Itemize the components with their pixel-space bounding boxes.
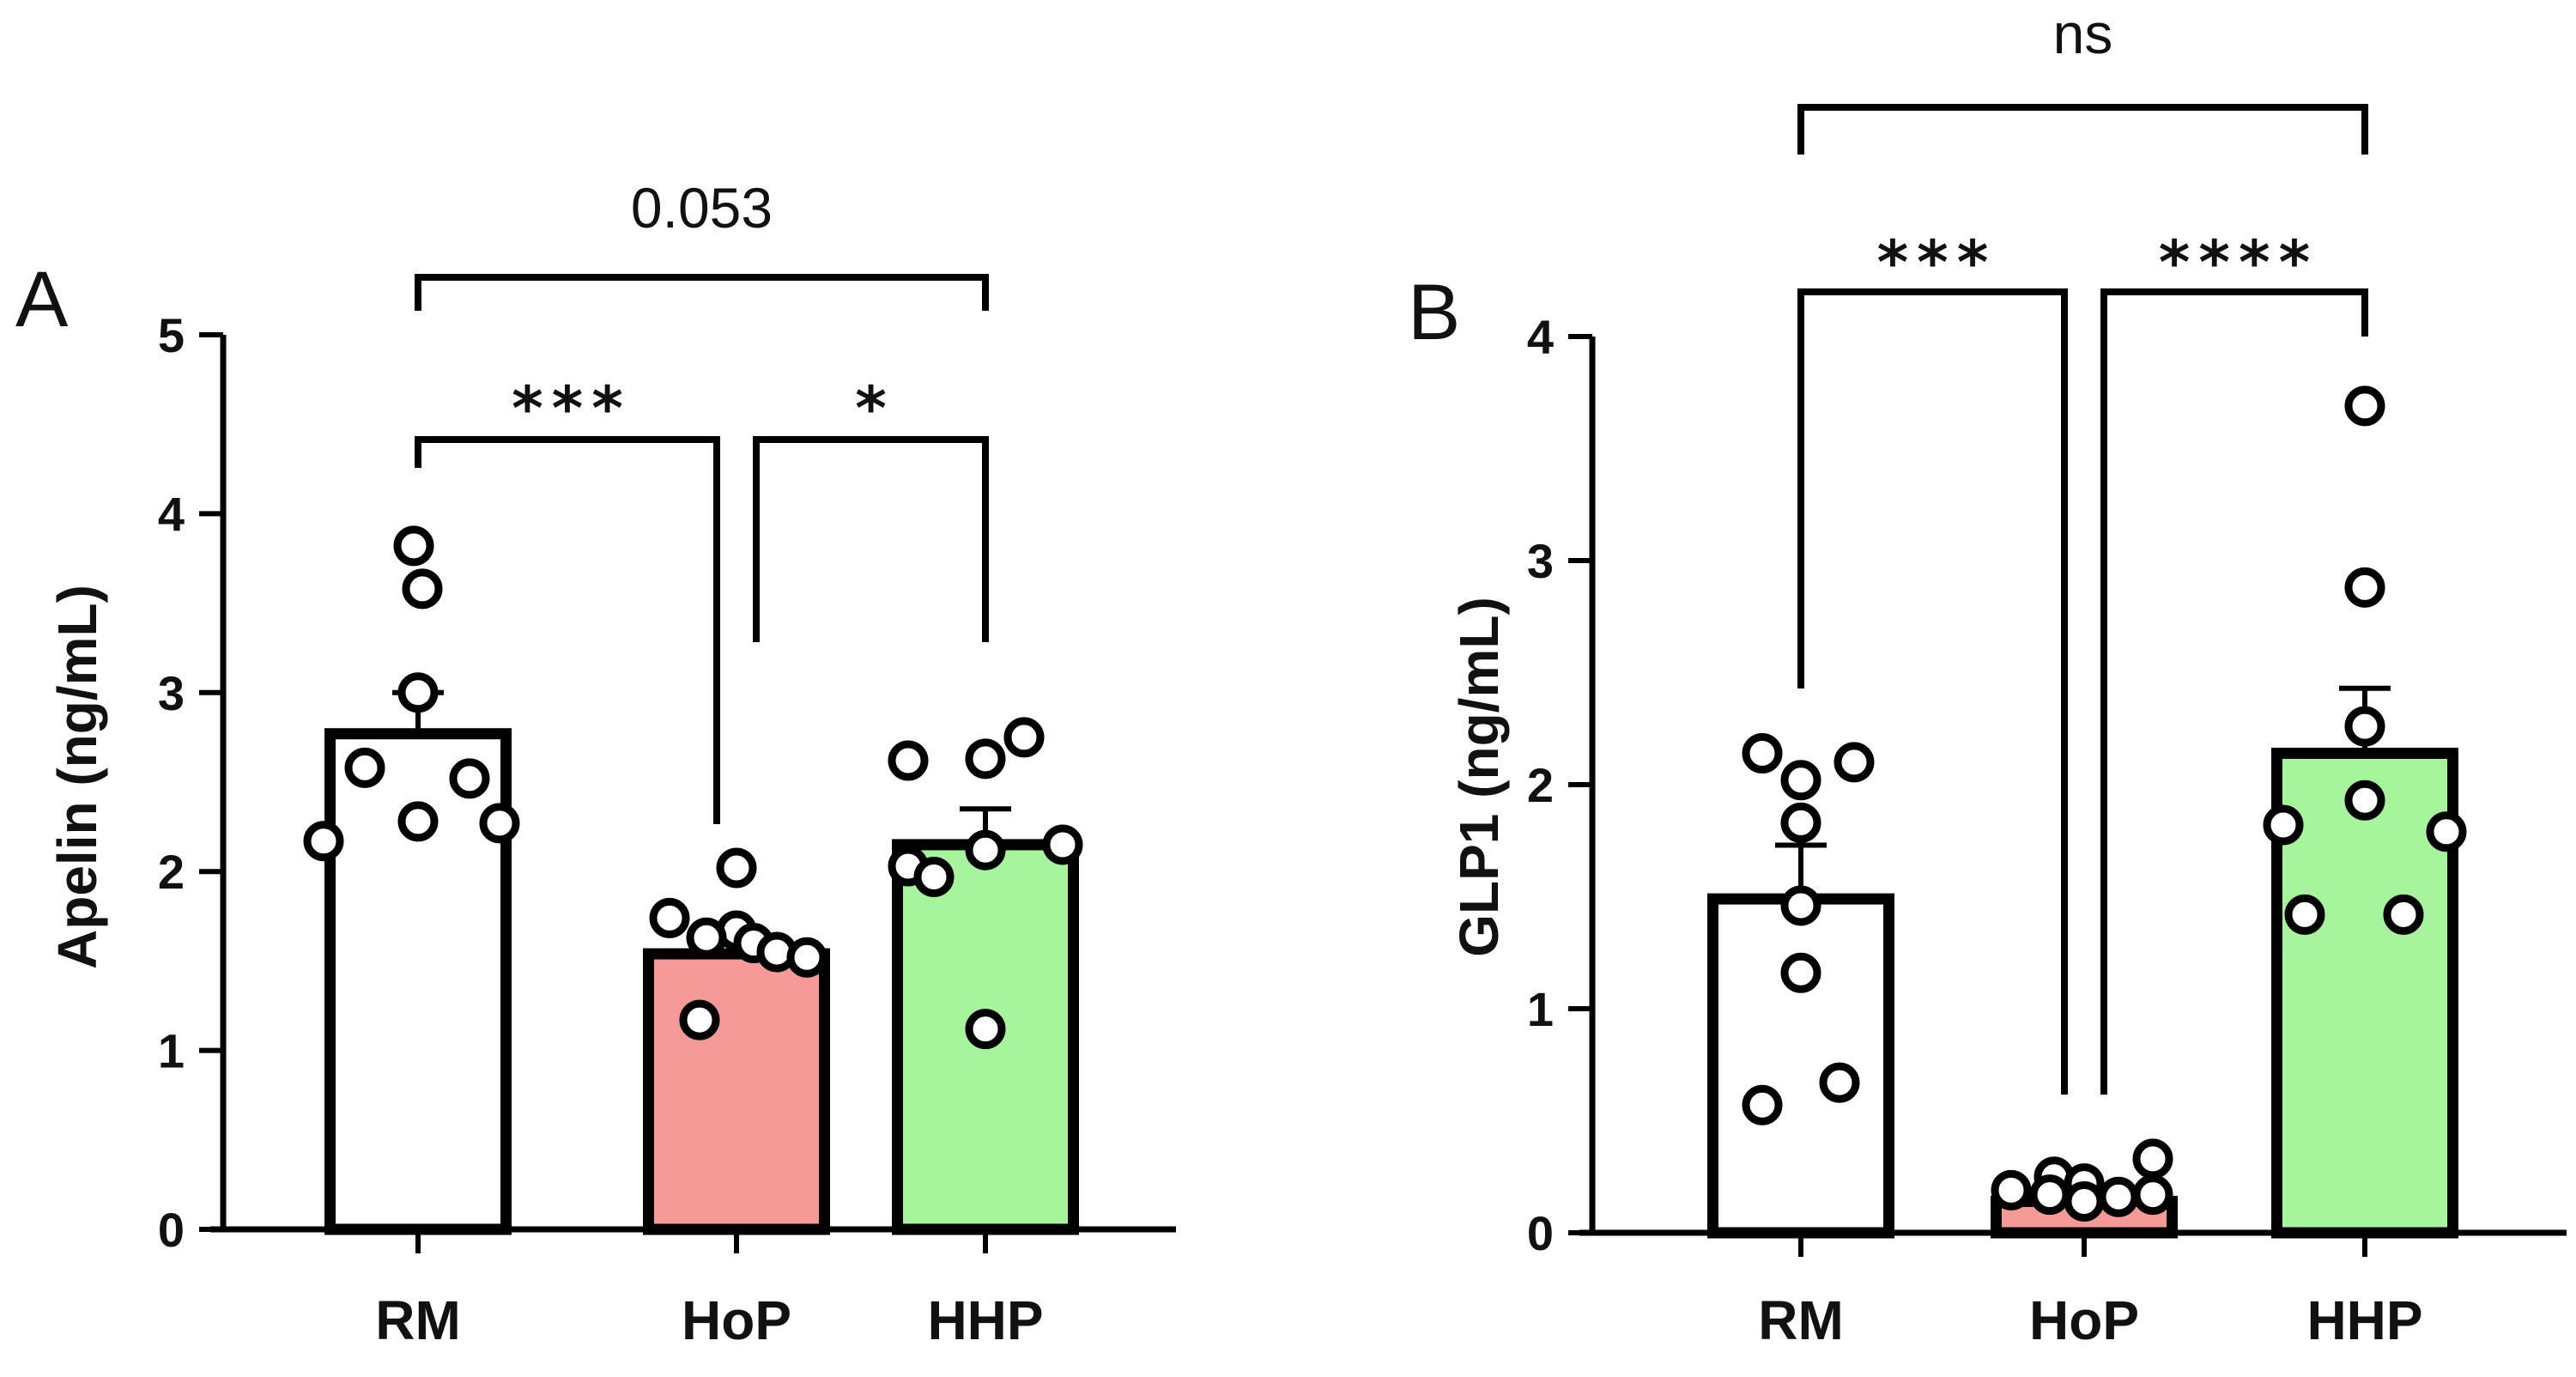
y-axis-label: GLP1 (ng/mL)	[1448, 597, 1510, 957]
bracket-line	[1797, 104, 2368, 155]
significance-bracket: 0.053	[415, 176, 989, 311]
x-tick-label: RM	[1758, 1289, 1844, 1351]
data-point	[716, 847, 757, 889]
data-point	[2344, 779, 2385, 821]
bracket-line	[415, 274, 989, 311]
significance-label: ns	[2053, 2, 2113, 65]
y-tick-label: 5	[158, 308, 185, 362]
data-point	[649, 897, 690, 938]
data-point	[397, 672, 439, 713]
data-point	[888, 740, 929, 781]
data-point	[2344, 567, 2385, 608]
data-point	[2098, 1176, 2139, 1217]
data-point	[965, 738, 1006, 779]
data-point	[965, 1009, 1006, 1050]
y-tick-label: 0	[158, 1203, 185, 1257]
panel-letter: B	[1408, 269, 1460, 356]
bracket-line	[415, 436, 720, 824]
bracket-line	[2100, 288, 2368, 1095]
data-point	[1742, 1084, 1783, 1125]
data-point	[1819, 1062, 1860, 1103]
y-tick-label: 3	[158, 666, 185, 720]
data-point	[2132, 1174, 2173, 1216]
data-point	[344, 747, 385, 788]
significance-bracket: ****	[2100, 227, 2368, 1095]
x-tick-label: HoP	[2029, 1289, 2139, 1351]
bracket-line	[753, 436, 989, 642]
y-tick-label: 4	[1527, 310, 1554, 364]
data-point	[965, 829, 1006, 870]
data-point	[2029, 1174, 2070, 1216]
data-point	[786, 937, 827, 978]
data-point	[2426, 811, 2467, 852]
bar-rm	[1707, 893, 1894, 1239]
data-point	[1780, 952, 1821, 993]
data-point	[1780, 885, 1821, 926]
y-tick-label: 4	[158, 487, 185, 541]
data-point	[2284, 894, 2325, 935]
data-point	[2344, 385, 2385, 427]
data-point	[1834, 742, 1875, 783]
significance-label: ****	[2159, 227, 2318, 298]
data-point	[2344, 706, 2385, 747]
y-tick-label: 2	[1527, 758, 1554, 812]
data-point	[479, 803, 520, 844]
data-point	[393, 525, 434, 567]
data-point	[402, 568, 443, 610]
x-tick-label: RM	[375, 1289, 461, 1351]
panel-letter: A	[15, 256, 69, 343]
data-point	[2263, 804, 2304, 846]
data-point	[1780, 760, 1821, 801]
y-tick-label: 1	[1527, 982, 1554, 1036]
data-point	[2132, 1138, 2173, 1180]
data-point	[679, 999, 720, 1040]
significance-label: 0.053	[631, 176, 773, 240]
significance-bracket: ns	[1797, 2, 2368, 155]
significance-label: ***	[1877, 227, 1997, 298]
bar-hop	[643, 948, 830, 1235]
data-point	[1042, 824, 1083, 865]
data-point	[913, 856, 955, 897]
data-point	[2383, 894, 2424, 935]
y-tick-label: 0	[1527, 1206, 1554, 1260]
data-point	[1742, 732, 1783, 773]
data-point	[2064, 1180, 2105, 1222]
significance-bracket: *	[753, 373, 989, 642]
data-point	[1991, 1169, 2032, 1210]
significance-label: *	[855, 373, 895, 444]
y-tick-label: 3	[1527, 534, 1554, 588]
y-tick-label: 2	[158, 845, 185, 899]
x-tick-label: HHP	[2306, 1289, 2422, 1351]
bracket-line	[1797, 288, 2068, 1095]
x-tick-label: HoP	[682, 1289, 791, 1351]
data-point	[397, 801, 439, 842]
significance-bracket: ***	[415, 373, 720, 824]
x-tick-label: HHP	[927, 1289, 1043, 1351]
data-point	[449, 758, 490, 799]
data-point	[1780, 802, 1821, 843]
data-point	[303, 821, 344, 862]
significance-bracket: ***	[1797, 227, 2068, 1095]
data-point	[1003, 717, 1045, 758]
y-axis-label: Apelin (ng/mL)	[46, 585, 108, 969]
y-tick-label: 1	[158, 1024, 185, 1078]
significance-label: ***	[512, 373, 632, 444]
data-point	[686, 917, 727, 958]
